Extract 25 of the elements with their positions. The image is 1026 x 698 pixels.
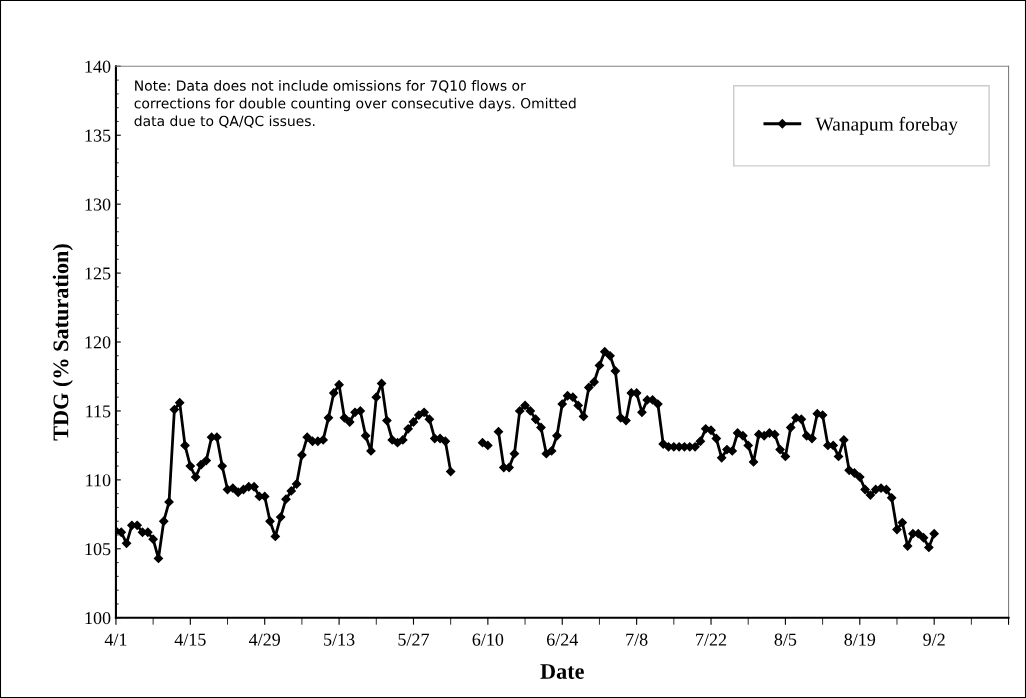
y-tick-label: 100: [85, 611, 111, 625]
x-tick-label: 4/15: [174, 633, 206, 646]
annotation: Note: Data does not include omissions for 7Q10 flows or corrections for double counting over consecutive days. Omitted data due to QA/QC issues.: [134, 80, 576, 128]
y-tick-label: 120: [85, 336, 111, 349]
x-tick-label: 9/2: [923, 633, 945, 646]
x-tick-label: 7/22: [696, 633, 727, 646]
y-tick-label: 115: [86, 405, 111, 418]
x-axis-title: Date: [540, 664, 584, 679]
y-tick-label: 110: [86, 474, 111, 487]
x-tick-label: 6/10: [472, 633, 504, 646]
x-tick-label: 7/8: [626, 633, 648, 646]
x-tick-label: 5/27: [398, 633, 430, 646]
x-tick-label: 8/19: [844, 633, 876, 646]
y-axis-title: TDG (% Saturation): [52, 244, 73, 441]
x-tick-label: 6/24: [546, 633, 579, 646]
x-tick-label: 8/5: [774, 633, 797, 646]
y-tick-label: 135: [85, 129, 111, 142]
y-tick-label: 140: [85, 60, 111, 73]
y-tick-label: 105: [85, 543, 111, 556]
y-tick-label: 130: [85, 198, 111, 211]
x-tick-label: 4/29: [249, 633, 281, 646]
x-tick-label: 4/1: [104, 633, 127, 646]
y-tick-label: 125: [85, 267, 111, 280]
x-tick-label: 5/13: [324, 633, 355, 646]
legend-label: Wanapum forebay: [815, 116, 958, 135]
